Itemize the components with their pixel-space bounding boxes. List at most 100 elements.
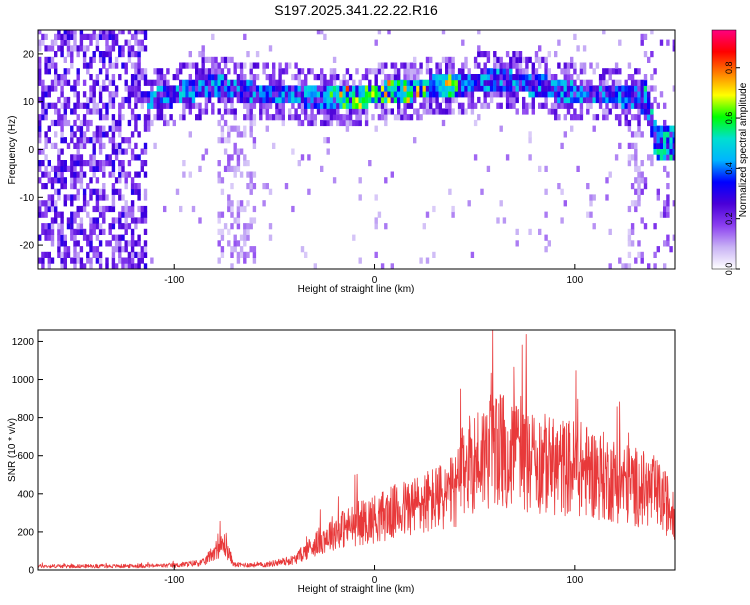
spectrogram-cell xyxy=(441,79,446,86)
spectrogram-cell xyxy=(44,108,48,115)
spectrogram-cell xyxy=(111,188,116,195)
spectrogram-cell xyxy=(602,79,606,86)
spectrogram-cell xyxy=(105,102,109,109)
spectrogram-cell xyxy=(50,234,55,241)
spectrogram-cell xyxy=(111,62,116,69)
spectrogram-cell xyxy=(143,114,148,121)
spectrogram-cell xyxy=(163,119,167,127)
spectrogram-cell xyxy=(76,240,80,247)
spectrogram-cell xyxy=(41,223,45,230)
spectrogram-cell xyxy=(643,51,648,58)
spectrogram-cell xyxy=(44,91,48,98)
spectrogram-cell xyxy=(73,85,77,92)
spectrogram-cell xyxy=(38,148,42,155)
spectrogram-cell xyxy=(573,85,577,92)
spectrogram-cell xyxy=(653,96,657,104)
spectrogram-cell xyxy=(429,56,433,63)
spectrogram-cell xyxy=(246,108,250,115)
spectrogram-cell xyxy=(387,74,391,81)
spectrogram-cell xyxy=(54,171,58,178)
spectrogram-cell xyxy=(432,251,436,258)
spectrogram-cell xyxy=(143,194,148,201)
spectrogram-cell xyxy=(79,228,84,235)
spectrogram-cell xyxy=(108,160,112,167)
spectrogram-cell xyxy=(233,91,237,98)
spectrogram-cell xyxy=(92,102,96,109)
spectrogram-cell xyxy=(400,108,404,115)
spectrogram-cell xyxy=(220,177,225,184)
spectrogram-cell xyxy=(98,131,103,138)
spectrogram-cell xyxy=(637,125,641,132)
spectrogram-cell xyxy=(143,91,148,98)
spectrogram-cell xyxy=(336,74,340,81)
spectrogram-cell xyxy=(512,62,516,69)
spectrogram-cell xyxy=(98,194,103,201)
spectrogram-cell xyxy=(515,79,519,86)
spectrogram-cell xyxy=(441,108,446,115)
spectrogram-cell xyxy=(182,79,186,86)
spectrogram-cell xyxy=(361,108,366,115)
spectrogram-cell xyxy=(57,74,61,81)
spectrogram-cell xyxy=(525,74,529,81)
spectrogram-cell xyxy=(332,177,337,184)
spectrogram-cell xyxy=(47,251,51,258)
spectrogram-cell xyxy=(95,217,100,224)
spectrogram-cell xyxy=(102,33,106,40)
spectrogram-cell xyxy=(134,188,138,195)
spectrogram-cell xyxy=(666,240,670,247)
spectrogram-cell xyxy=(627,62,632,69)
spectrogram-cell xyxy=(169,91,173,98)
spectrogram-cell xyxy=(73,131,77,138)
spectrogram-cell xyxy=(582,62,587,69)
spectrogram-cell xyxy=(130,74,135,81)
spectrogram-cell xyxy=(220,246,225,253)
spectrogram-cell xyxy=(505,68,510,75)
spectrogram-cell xyxy=(355,68,359,75)
spectrogram-cell xyxy=(473,154,478,161)
spectrogram-cell xyxy=(544,56,548,63)
spectrogram-cell xyxy=(41,251,45,258)
spectrogram-cell xyxy=(666,137,670,144)
spectrogram-cell xyxy=(522,68,526,75)
spectrogram-cell xyxy=(60,211,64,218)
spectrogram-cell xyxy=(130,228,135,235)
spectrogram-cell xyxy=(63,251,67,258)
spectrogram-cell xyxy=(82,119,87,127)
spectrogram-cell xyxy=(518,51,523,58)
spectrogram-cell xyxy=(130,200,135,207)
spectrogram-cell xyxy=(425,257,430,264)
spectrogram-cell xyxy=(355,85,359,92)
spectrogram-cell xyxy=(223,102,228,109)
spectrogram-cell xyxy=(63,74,67,81)
spectrogram-cell xyxy=(179,91,183,98)
spectrogram-cell xyxy=(457,85,462,92)
spectrogram-cell xyxy=(544,211,548,218)
spectrogram-cell xyxy=(98,228,103,235)
spectrogram-cell xyxy=(470,85,475,92)
spectrogram-cell xyxy=(371,96,375,104)
spectrogram-cell xyxy=(493,91,497,98)
spectrogram-cell xyxy=(82,188,87,195)
spectrogram-cell xyxy=(92,217,96,224)
spectrogram-cell xyxy=(201,154,205,161)
spectrogram-cell xyxy=(659,142,664,149)
spectrogram-cell xyxy=(95,160,100,167)
spectrogram-cell xyxy=(130,263,135,269)
spectrogram-cell xyxy=(666,183,670,190)
spectrogram-cell xyxy=(627,234,632,241)
spectrogram-cell xyxy=(111,217,116,224)
spectrogram-cell xyxy=(310,108,314,115)
spectrogram-cell xyxy=(201,74,205,81)
spectrogram-cell xyxy=(320,102,324,109)
spectrogram-cell xyxy=(265,108,269,115)
spectrogram-cell xyxy=(413,74,417,81)
spectrogram-cell xyxy=(448,74,452,81)
spectrogram-cell xyxy=(419,62,423,69)
spectrogram-cell xyxy=(60,74,64,81)
spectrogram-cell xyxy=(236,85,241,92)
spectrogram-cell xyxy=(89,96,93,104)
spectrogram-cell xyxy=(121,171,125,178)
spectrogram-cell xyxy=(227,240,231,247)
spectrogram-cell xyxy=(332,68,337,75)
spectrogram-cell xyxy=(320,165,324,172)
